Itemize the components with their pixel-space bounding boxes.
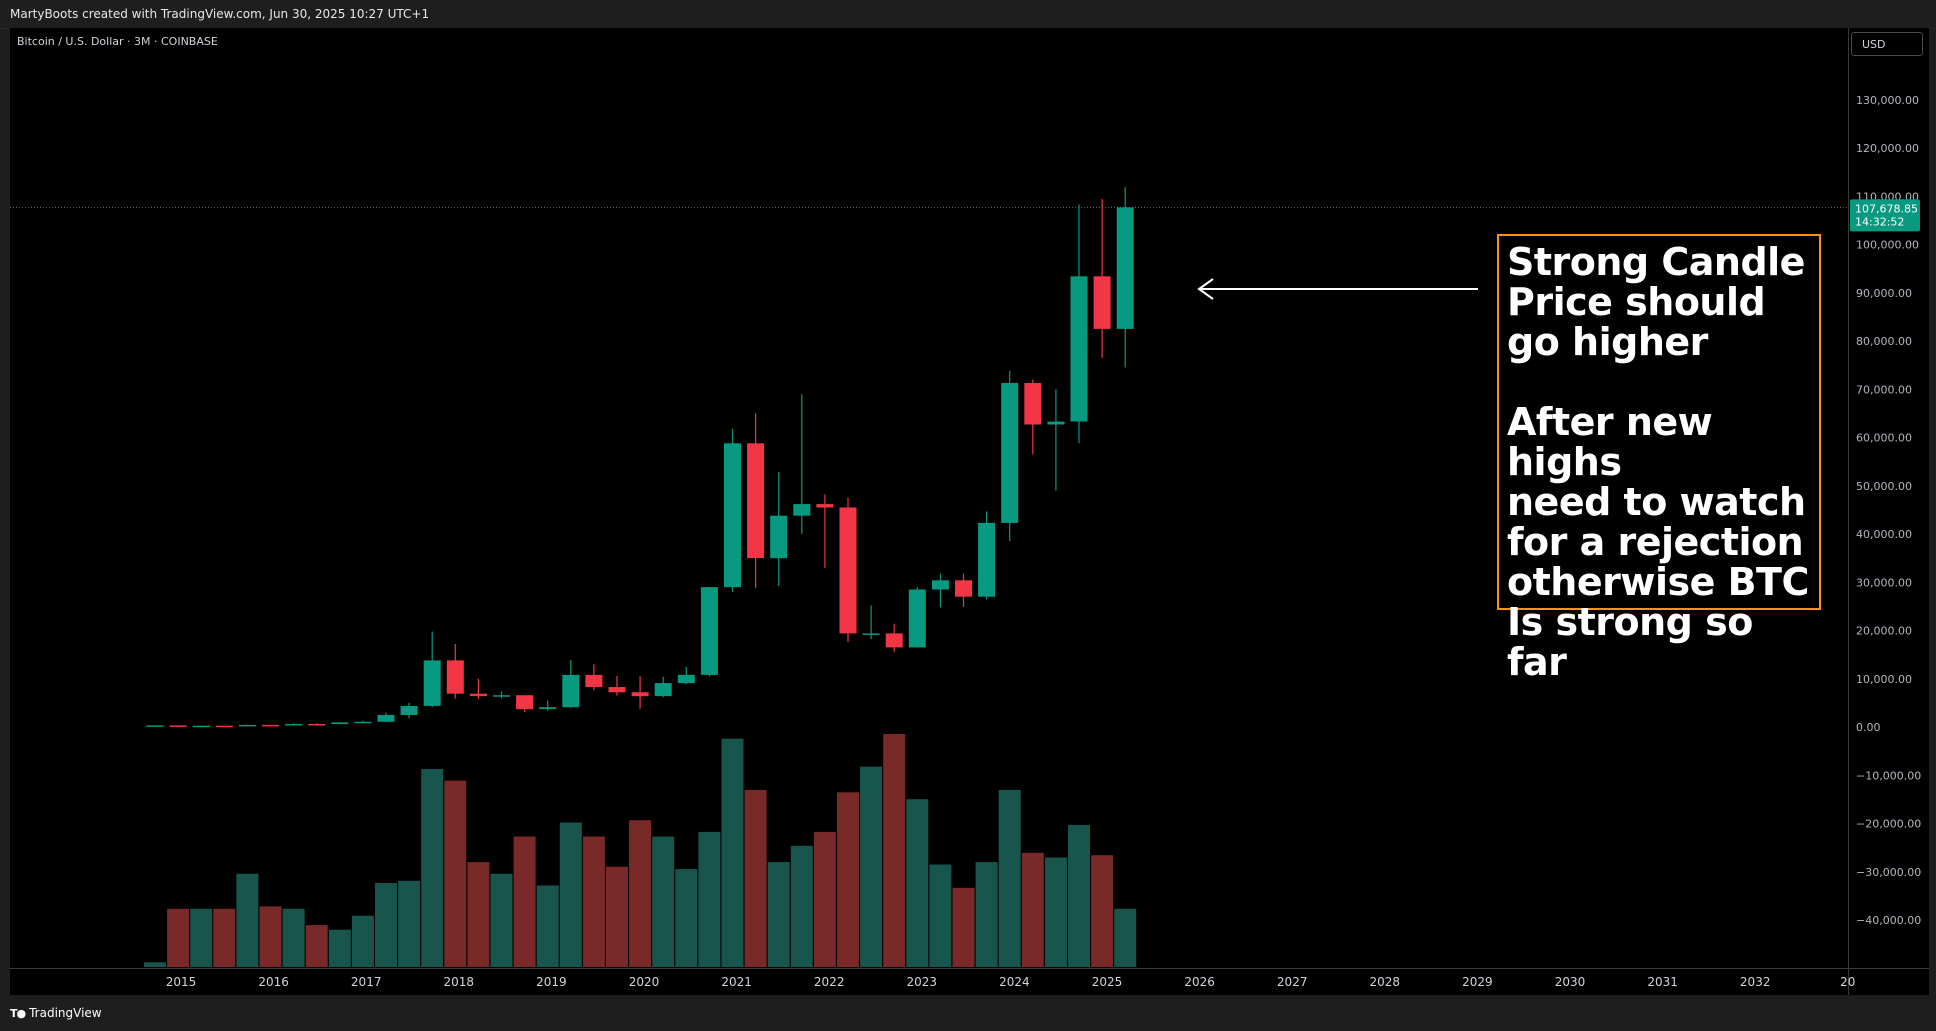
axis-corner bbox=[1848, 968, 1929, 995]
symbol-title[interactable]: Bitcoin / U.S. Dollar · 3M · COINBASE bbox=[17, 35, 218, 48]
attribution-text: MartyBoots created with TradingView.com,… bbox=[10, 7, 430, 21]
time-axis[interactable] bbox=[10, 968, 1848, 995]
tradingview-logo-icon: 𝗧● bbox=[10, 1006, 26, 1020]
footer-bar bbox=[0, 995, 1936, 1031]
annotation-box[interactable]: Strong Candle Price should go higher Aft… bbox=[1497, 234, 1821, 682]
tradingview-brand: TradingView bbox=[29, 1006, 102, 1020]
currency-button[interactable]: USD bbox=[1851, 32, 1923, 56]
tradingview-logo[interactable]: 𝗧● TradingView bbox=[10, 1006, 102, 1020]
price-scale[interactable] bbox=[1848, 28, 1929, 968]
annotation-text: Strong Candle Price should go higher Aft… bbox=[1507, 240, 1809, 684]
attribution-bar: MartyBoots created with TradingView.com,… bbox=[0, 0, 1936, 29]
